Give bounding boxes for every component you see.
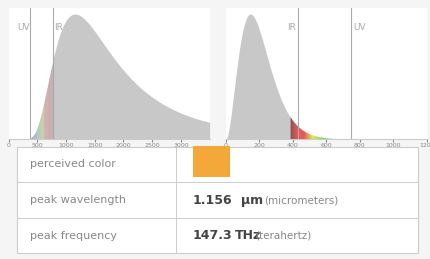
Text: peak frequency: peak frequency [29, 231, 116, 241]
Text: THz: THz [234, 229, 260, 242]
Text: UV: UV [352, 23, 365, 32]
Text: (micrometers): (micrometers) [263, 195, 337, 205]
Text: IR: IR [54, 23, 63, 32]
Text: µm: µm [240, 193, 262, 207]
Text: (terahertz): (terahertz) [255, 231, 311, 241]
Text: perceived color: perceived color [29, 159, 115, 169]
X-axis label: wavelength (nm): wavelength (nm) [73, 150, 145, 159]
Text: 147.3: 147.3 [192, 229, 232, 242]
Bar [192, 146, 230, 177]
Text: UV: UV [17, 23, 30, 32]
X-axis label: frequency (THz): frequency (THz) [292, 150, 359, 159]
Text: peak wavelength: peak wavelength [29, 195, 125, 205]
Text: IR: IR [286, 23, 295, 32]
Text: 1.156: 1.156 [192, 193, 232, 207]
